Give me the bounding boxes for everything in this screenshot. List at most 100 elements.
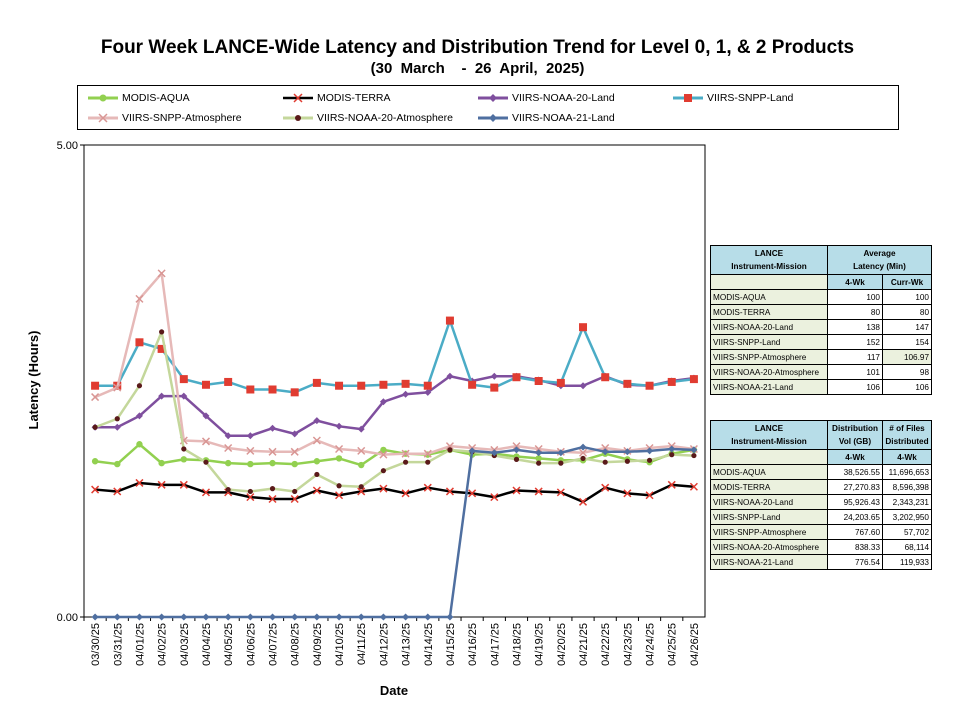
data-point-viirs-snpp-land — [246, 385, 255, 394]
data-point-viirs-noaa-21-land — [379, 613, 387, 621]
legend-label-modis-terra: MODIS-TERRA — [317, 92, 391, 104]
data-point-viirs-noaa-21-land — [646, 447, 654, 455]
latency-subheader-4wk: 4-Wk — [827, 274, 883, 290]
data-point-modis-aqua — [180, 456, 188, 463]
latency-table-header: LANCE Instrument-Mission Average Latency (… — [710, 245, 932, 275]
latency-row-4wk: 80 — [827, 304, 883, 320]
data-point-viirs-snpp-land — [423, 381, 432, 390]
x-axis-label: Date — [380, 683, 408, 698]
data-point-modis-aqua — [335, 455, 343, 462]
data-point-viirs-snpp-atmosphere — [401, 449, 410, 458]
data-point-modis-aqua — [247, 460, 254, 468]
data-point-viirs-noaa-20-atmosphere — [425, 459, 431, 465]
legend-marker-viirs-noaa-20-atmosphere — [283, 115, 313, 121]
distribution-row-files: 2,343,231 — [882, 494, 932, 510]
latency-subheader-curr: Curr-Wk — [882, 274, 932, 290]
distribution-header-volume-line1: Distribution — [832, 424, 878, 433]
data-point-viirs-snpp-land — [91, 381, 100, 390]
legend-marker-modis-terra — [283, 93, 313, 103]
x-axis: 03/30/25 03/31/25 04/01/25 04/02/25 04/03/25… — [83, 617, 701, 666]
data-point-viirs-noaa-20-land — [424, 388, 432, 396]
legend-label-modis-aqua: MODIS-AQUA — [122, 92, 190, 104]
x-tick-label: 04/04/25 — [201, 623, 213, 666]
distribution-table-row: MODIS-AQUA 38,526.55 11,696,653 — [710, 464, 932, 480]
data-point-viirs-snpp-land — [512, 373, 521, 382]
data-point-viirs-noaa-21-land — [158, 613, 166, 621]
latency-row-name: VIIRS-SNPP-Land — [710, 334, 828, 350]
x-tick-label: 04/13/25 — [401, 623, 413, 666]
data-point-viirs-noaa-20-atmosphere — [447, 447, 453, 453]
distribution-table-header: LANCE Instrument-Mission Distribution Vol … — [710, 420, 932, 450]
latency-header-average-line2: Latency (Min) — [853, 262, 906, 271]
series-viirs-noaa-20-atmosphere — [92, 329, 697, 495]
distribution-row-name: MODIS-AQUA — [710, 464, 828, 480]
data-point-viirs-noaa-20-atmosphere — [314, 471, 320, 478]
data-point-viirs-noaa-20-land — [291, 430, 299, 438]
data-point-viirs-noaa-21-land — [335, 613, 343, 621]
latency-table-subheader: 4-Wk Curr-Wk — [710, 274, 932, 290]
distribution-subheader-4wk-vol: 4-Wk — [827, 449, 883, 465]
data-point-viirs-snpp-atmosphere — [135, 294, 144, 303]
data-point-viirs-noaa-21-land — [402, 613, 410, 621]
latency-row-4wk: 117 — [827, 349, 883, 365]
legend-marker-viirs-snpp-atmosphere — [88, 113, 118, 123]
data-point-modis-terra — [335, 491, 344, 500]
data-point-viirs-noaa-21-land — [202, 613, 210, 621]
data-point-viirs-snpp-atmosphere — [445, 442, 454, 451]
latency-row-name: MODIS-TERRA — [710, 304, 828, 320]
data-point-viirs-noaa-20-land — [180, 392, 188, 400]
data-point-modis-aqua — [358, 461, 365, 469]
x-tick-label: 04/09/25 — [312, 623, 324, 666]
data-point-viirs-snpp-land — [135, 338, 144, 347]
distribution-header-instrument-line1: LANCE — [754, 424, 784, 433]
latency-header-average: Average Latency (Min) — [827, 245, 932, 275]
data-point-viirs-snpp-atmosphere — [357, 446, 366, 455]
chart-subtitle: (30 March - 26 April, 2025) — [370, 60, 585, 77]
series-layer — [91, 269, 698, 621]
x-tick-label: 04/15/25 — [445, 623, 457, 666]
data-point-viirs-noaa-20-land — [135, 412, 143, 420]
legend-label-viirs-noaa-21-land: VIIRS-NOAA-21-Land — [512, 112, 615, 124]
data-point-viirs-noaa-20-atmosphere — [136, 383, 143, 389]
data-point-viirs-snpp-land — [335, 381, 344, 390]
data-point-viirs-noaa-20-atmosphere — [92, 424, 98, 430]
distribution-row-volume: 838.33 — [827, 539, 883, 555]
data-point-viirs-noaa-21-land — [224, 613, 232, 621]
distribution-table-row: VIIRS-NOAA-20-Atmosphere 838.33 68,114 — [710, 539, 932, 555]
x-tick-label: 04/02/25 — [157, 623, 169, 666]
latency-row-name: VIIRS-NOAA-20-Atmosphere — [710, 364, 828, 380]
data-point-viirs-noaa-20-land — [113, 423, 121, 431]
data-point-viirs-snpp-atmosphere — [379, 450, 388, 459]
data-point-modis-aqua — [313, 458, 321, 465]
latency-row-name: MODIS-AQUA — [710, 289, 828, 305]
data-point-viirs-snpp-land — [290, 388, 299, 397]
data-point-viirs-snpp-atmosphere — [312, 436, 321, 445]
x-tick-label: 04/22/25 — [600, 623, 612, 666]
distribution-row-files: 3,202,950 — [882, 509, 932, 525]
x-tick-label: 04/23/25 — [622, 623, 634, 666]
data-point-viirs-noaa-21-land — [601, 448, 609, 456]
data-point-viirs-snpp-atmosphere — [224, 443, 233, 453]
latency-table-row: VIIRS-SNPP-Land 152 154 — [710, 334, 932, 350]
series-line-modis-aqua — [94, 442, 695, 467]
data-point-modis-terra — [135, 478, 144, 487]
data-point-viirs-noaa-20-atmosphere — [159, 329, 165, 335]
latency-row-curr: 98 — [882, 364, 932, 380]
data-point-modis-terra — [423, 483, 432, 492]
data-point-viirs-snpp-land — [689, 375, 698, 384]
distribution-row-name: VIIRS-SNPP-Atmosphere — [710, 524, 828, 540]
distribution-row-name: VIIRS-NOAA-20-Land — [710, 494, 828, 510]
data-point-viirs-snpp-land — [379, 380, 388, 389]
data-point-viirs-noaa-21-land — [246, 613, 254, 621]
data-point-viirs-noaa-20-land — [335, 422, 343, 430]
latency-row-name: VIIRS-SNPP-Atmosphere — [710, 349, 828, 365]
data-point-viirs-snpp-atmosphere — [578, 448, 588, 457]
data-point-viirs-noaa-20-land — [246, 432, 254, 440]
data-point-viirs-noaa-20-land — [446, 372, 454, 380]
data-point-viirs-noaa-21-land — [579, 443, 587, 451]
data-point-viirs-noaa-21-land — [91, 613, 99, 621]
distribution-row-volume: 38,526.55 — [827, 464, 883, 480]
latency-row-4wk: 106 — [827, 379, 883, 395]
data-point-modis-terra — [268, 494, 277, 504]
data-point-viirs-snpp-atmosphere — [201, 437, 211, 446]
